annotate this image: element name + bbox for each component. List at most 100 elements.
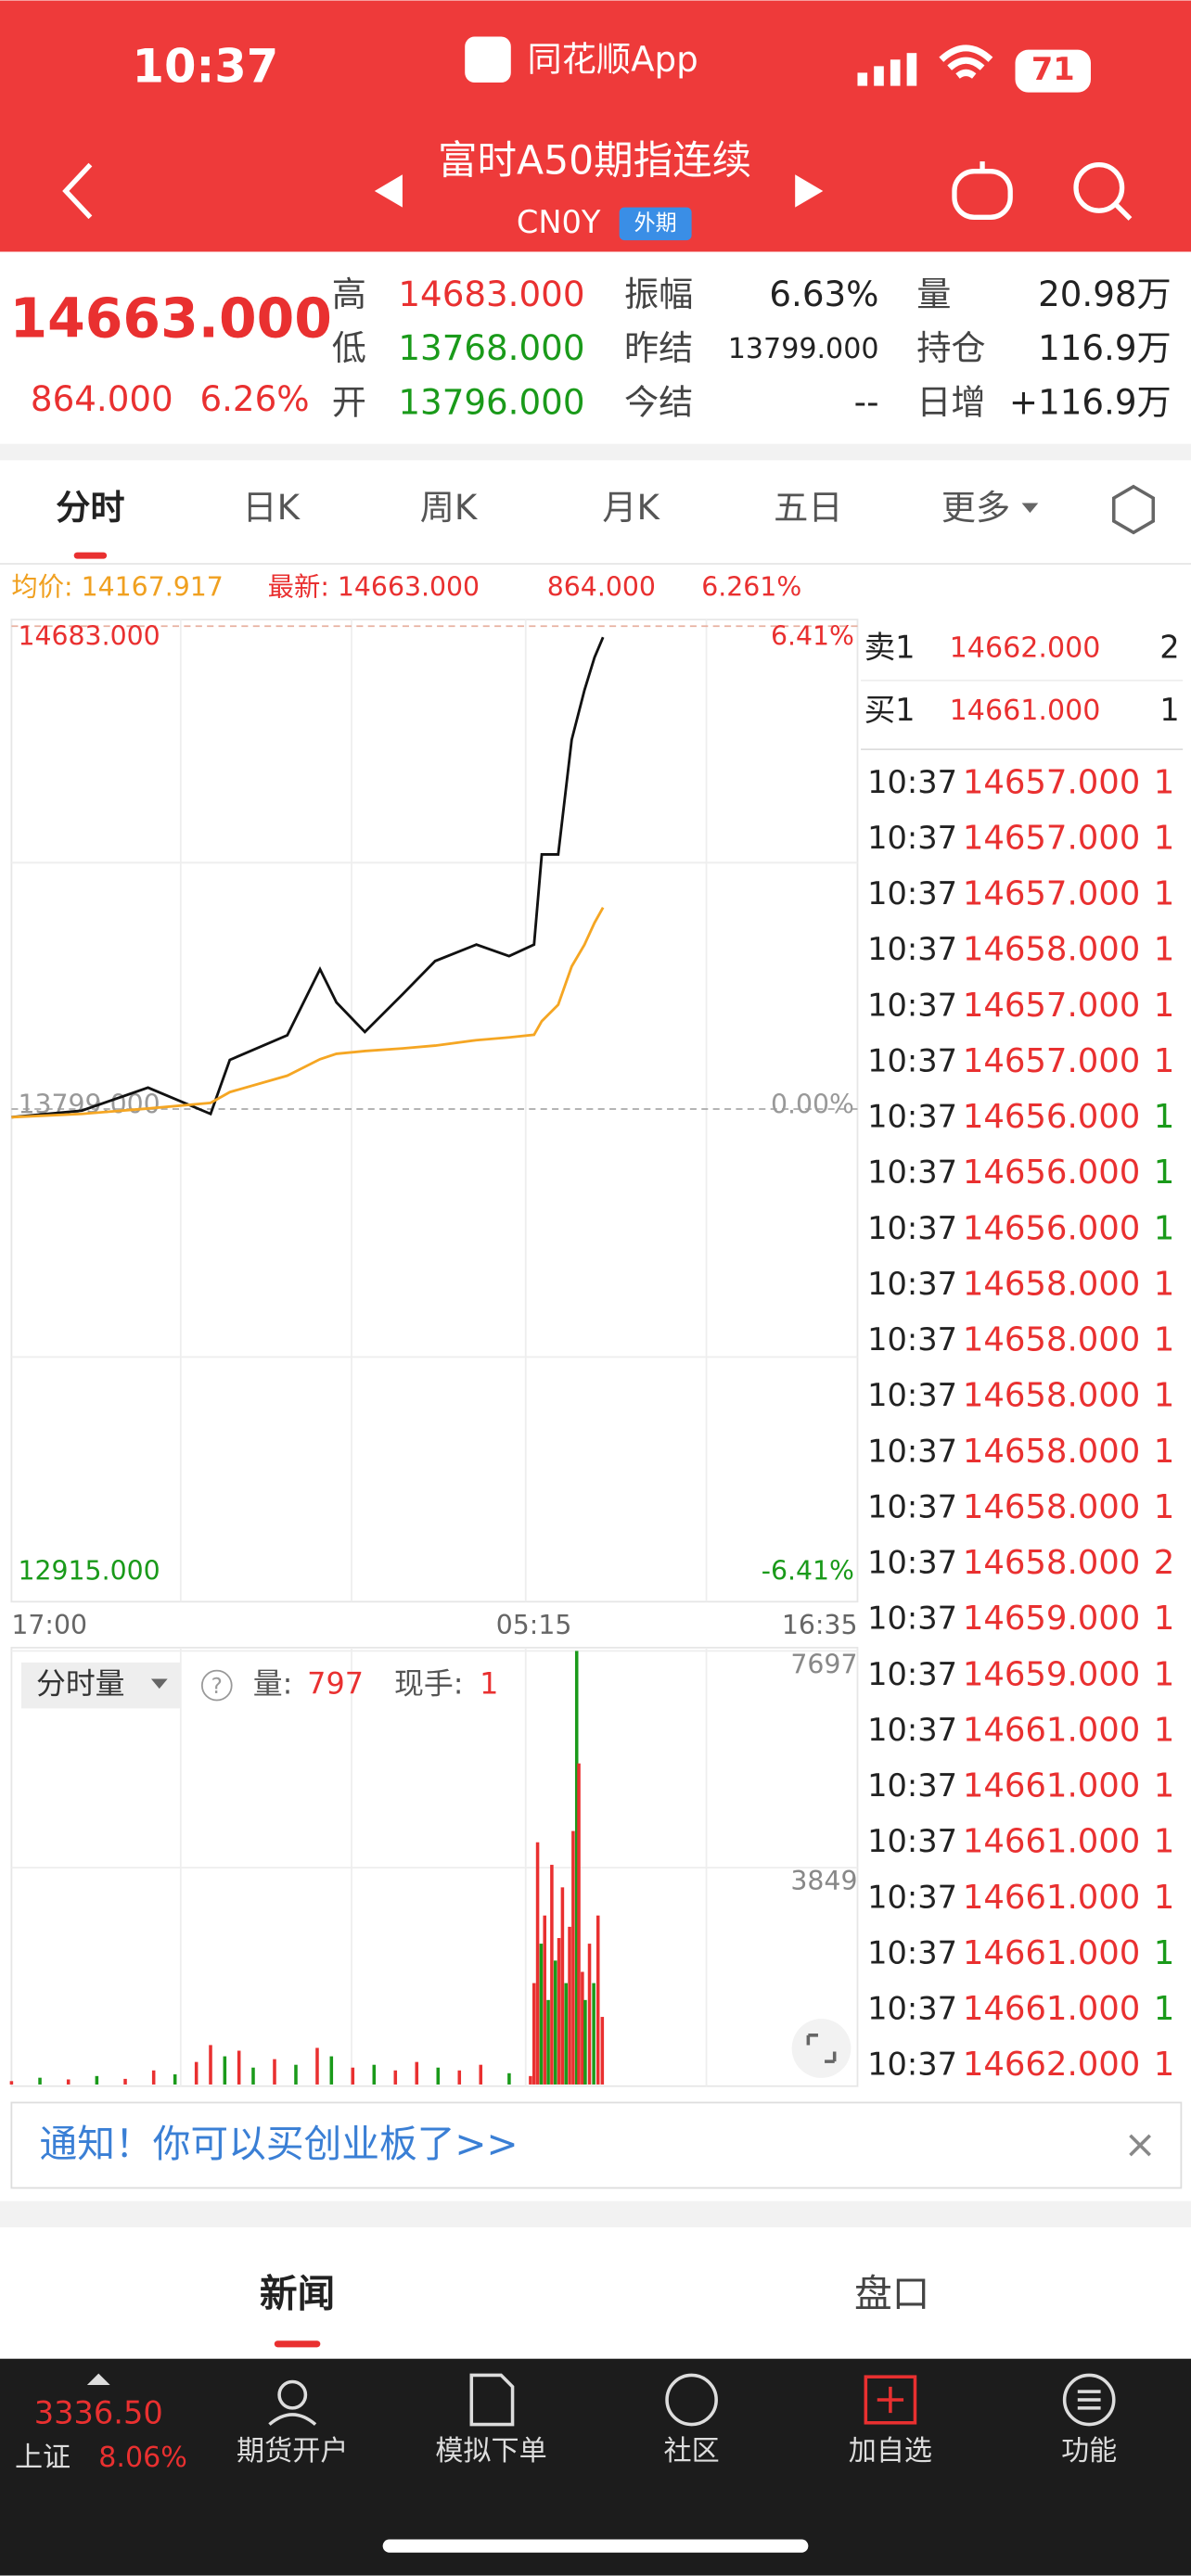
volume-bar	[557, 1938, 561, 2085]
notice-text[interactable]: 通知！你可以买创业板了>>	[40, 2122, 519, 2166]
volume-bar	[151, 2070, 156, 2085]
trade-qty: 1	[1154, 1879, 1175, 1917]
expand-button[interactable]	[791, 2019, 852, 2078]
nav-icons	[268, 2373, 1116, 2427]
tab[interactable]: 分时	[56, 487, 124, 528]
latest-price: 最新: 14663.000	[268, 572, 480, 603]
header-bg	[0, 0, 1191, 252]
volume-bar	[372, 2064, 377, 2085]
volume-bar	[294, 2064, 298, 2085]
volume-bar	[592, 1983, 596, 2085]
volume-bar	[581, 1971, 584, 2085]
trade-price: 14658.000	[963, 1544, 1140, 1582]
tab[interactable]: 五日	[774, 487, 842, 528]
book-price: 14662.000	[950, 632, 1101, 665]
trade-price: 14659.000	[963, 1600, 1140, 1638]
volume-title: 分时量	[36, 1666, 125, 1702]
volume-bar	[587, 1944, 592, 2085]
trade-time: 10:37	[867, 1099, 957, 1135]
volume-bar	[237, 2050, 241, 2085]
close-notice[interactable]	[1129, 2134, 1151, 2157]
trade-price: 14661.000	[963, 1711, 1140, 1749]
trade-time: 10:37	[867, 1266, 957, 1302]
notice-box[interactable]	[10, 2101, 1183, 2189]
tag: 外期	[634, 211, 677, 236]
y2-tick-label: 6.41%	[771, 621, 854, 652]
home-indicator	[382, 2539, 809, 2553]
stat-value: 14683.000	[398, 274, 584, 314]
stat-value: 13796.000	[398, 382, 584, 423]
volume-bar	[546, 1999, 550, 2085]
nav-item[interactable]: 功能	[1061, 2435, 1117, 2468]
trade-qty: 1	[1154, 819, 1175, 857]
nav-item[interactable]: 社区	[664, 2435, 720, 2468]
volume-bar	[535, 1842, 540, 2085]
trade-price: 14661.000	[963, 1934, 1140, 1972]
trade-qty: 1	[1154, 931, 1175, 969]
volume-bar	[415, 2061, 419, 2085]
bottom-tab[interactable]: 盘口	[854, 2271, 929, 2315]
latest-pct: 6.261%	[701, 572, 801, 603]
trade-price: 14656.000	[963, 1098, 1140, 1136]
x-tick-label: 05:15	[496, 1610, 572, 1640]
book-qty: 1	[1159, 692, 1179, 728]
trade-qty: 1	[1154, 1767, 1175, 1805]
index-pct: 8.06%	[98, 2442, 187, 2474]
chart-frame	[10, 618, 859, 1603]
settings-icon[interactable]	[1111, 484, 1156, 535]
robot-icon[interactable]	[952, 161, 1013, 220]
trade-time: 10:37	[867, 1712, 957, 1748]
y2-tick-label: 0.00%	[771, 1089, 854, 1119]
volume-bar	[315, 2047, 319, 2085]
trade-time: 10:37	[867, 1377, 957, 1413]
nav-item[interactable]: 模拟下单	[435, 2435, 546, 2468]
trade-time: 10:37	[867, 1545, 957, 1581]
latest-change: 864.000	[547, 572, 656, 603]
trade-qty: 1	[1154, 1655, 1175, 1693]
tab[interactable]: 周K	[420, 487, 479, 528]
stat-value: 6.63%	[769, 274, 878, 314]
title: 富时A50期指连续	[438, 138, 751, 184]
volume-bar	[543, 1915, 547, 2085]
trade-qty: 1	[1154, 875, 1175, 913]
trade-time: 10:37	[867, 1210, 957, 1246]
back-button[interactable]	[62, 162, 93, 220]
trade-time: 10:37	[867, 875, 957, 912]
search-icon[interactable]	[1073, 161, 1133, 221]
trade-time: 10:37	[867, 1042, 957, 1078]
volume-bar	[571, 1830, 575, 2085]
help-icon[interactable]	[200, 1669, 233, 1702]
nav-item[interactable]: 期货开户	[237, 2435, 348, 2468]
trade-time: 10:37	[867, 1321, 957, 1358]
volume-bar	[531, 1983, 536, 2085]
trade-qty: 1	[1154, 1321, 1175, 1359]
trade-qty: 1	[1154, 1934, 1175, 1972]
trade-time: 10:37	[867, 1823, 957, 1859]
prev-arrow[interactable]	[374, 174, 403, 208]
tab-underline	[73, 552, 108, 559]
volume-bar	[351, 2067, 355, 2085]
volume-selector[interactable]	[21, 1662, 181, 1709]
volume-bar	[479, 2064, 483, 2085]
nav-item[interactable]: 加自选	[849, 2435, 932, 2468]
tab[interactable]: 更多	[941, 487, 1010, 528]
next-arrow[interactable]	[795, 174, 824, 208]
stat-label: 量	[916, 274, 951, 314]
bottom-tab[interactable]: 新闻	[260, 2271, 335, 2315]
signal-icon	[857, 53, 917, 86]
trade-qty: 1	[1154, 1823, 1175, 1861]
stat-value: 13799.000	[728, 333, 879, 365]
trade-qty: 1	[1154, 1433, 1175, 1471]
volume-bar	[194, 2061, 198, 2085]
tab[interactable]: 月K	[602, 487, 660, 528]
avg-line	[11, 906, 605, 1119]
clock: 10:37	[132, 39, 278, 93]
tab[interactable]: 日K	[242, 487, 301, 528]
hand-label: 现手:	[394, 1666, 463, 1702]
volume-bar	[596, 1915, 600, 2085]
price-line	[11, 636, 605, 1119]
volume-bar	[223, 2056, 227, 2085]
tab-underline	[274, 2340, 321, 2348]
volume-bar	[38, 2077, 42, 2085]
